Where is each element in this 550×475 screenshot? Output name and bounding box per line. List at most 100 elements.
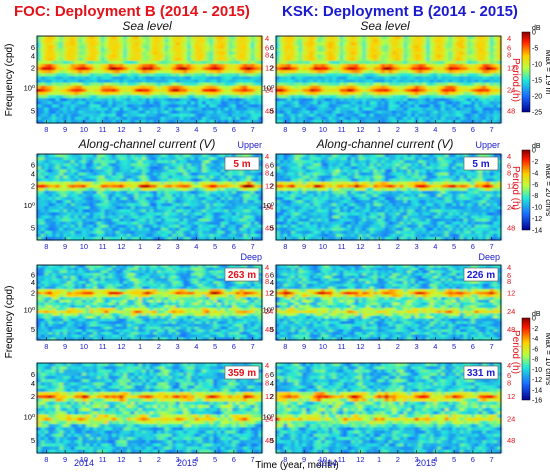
spectrogram-cell: [448, 82, 453, 87]
spectrogram-cell: [149, 110, 154, 115]
spectrogram-cell: [474, 57, 479, 62]
spectrogram-cell: [78, 45, 83, 49]
spectrogram-cell: [437, 107, 442, 111]
spectrogram-cell: [456, 67, 461, 71]
spectrogram-cell: [437, 79, 442, 84]
spectrogram-cell: [347, 91, 352, 96]
spectrogram-cell: [422, 104, 427, 108]
spectrogram-cell: [52, 206, 57, 210]
spectrogram-cell: [142, 104, 147, 108]
spectrogram-cell: [59, 172, 64, 176]
spectrogram-cell: [287, 95, 292, 99]
spectrogram-cell: [407, 107, 412, 111]
spectrogram-cell: [168, 224, 173, 229]
spectrogram-cell: [119, 230, 124, 235]
spectrogram-cell: [388, 85, 393, 90]
spectrogram-cell: [52, 57, 57, 62]
spectrogram-cell: [40, 48, 45, 52]
spectrogram-cell: [220, 70, 225, 74]
spectrogram-cell: [351, 104, 356, 108]
spectrogram-cell: [115, 157, 120, 161]
spectrogram-cell: [441, 51, 446, 56]
spectrogram-cell: [437, 98, 442, 102]
spectrogram-cell: [74, 169, 79, 173]
month-tick-label: 6: [232, 125, 236, 134]
spectrogram-cell: [134, 57, 139, 62]
spectrogram-cell: [217, 212, 222, 216]
spectrogram-cell: [354, 73, 359, 77]
spectrogram-cell: [220, 215, 225, 219]
panel-frame: [36, 35, 263, 124]
spectrogram-cell: [411, 39, 416, 43]
spectrogram-cell: [294, 110, 299, 115]
spectrogram-cell: [40, 230, 45, 235]
spectrogram-cell: [497, 45, 502, 49]
spectrogram-cell: [429, 51, 434, 56]
spectrogram-cell: [164, 70, 169, 74]
spectrogram-cell: [258, 209, 263, 213]
spectrogram-cell: [217, 193, 222, 198]
spectrogram-cell: [369, 51, 374, 56]
spectrogram-cell: [247, 224, 252, 229]
spectrogram-cell: [142, 190, 147, 195]
spectrogram-cell: [123, 73, 128, 77]
spectrogram-cell: [276, 88, 281, 93]
spectrogram-cell: [437, 42, 442, 46]
spectrogram-cell: [119, 212, 124, 216]
spectrogram-cell: [456, 85, 461, 90]
spectrogram-cell: [220, 224, 225, 229]
spectrogram-cell: [366, 101, 371, 105]
spectrogram-cell: [123, 39, 128, 43]
spectrogram-cell: [369, 104, 374, 108]
frequency-tick-label: 5: [270, 106, 274, 115]
spectrogram-cell: [392, 60, 397, 65]
spectrogram-cell: [291, 82, 296, 87]
spectrogram-cell: [422, 107, 427, 111]
spectrogram-cell: [123, 57, 128, 62]
spectrogram-cell: [164, 45, 169, 49]
spectrogram-cell: [422, 42, 427, 46]
frequency-tick-label: 6: [270, 43, 274, 52]
spectrogram-cell: [276, 107, 281, 111]
spectrogram-cell: [328, 51, 333, 56]
spectrogram-cell: [74, 166, 79, 170]
spectrogram-cell: [157, 187, 162, 192]
spectrogram-cell: [179, 51, 184, 56]
spectrogram-cell: [175, 36, 180, 40]
spectrogram-cell: [44, 36, 49, 40]
spectrogram-cell: [339, 116, 344, 121]
spectrogram-cell: [100, 110, 105, 115]
spectrogram-cell: [489, 91, 494, 96]
spectrogram-cell: [478, 36, 483, 40]
spectrogram-cell: [104, 79, 109, 84]
spectrogram-cell: [123, 95, 128, 99]
spectrogram-cell: [164, 193, 169, 198]
spectrogram-cell: [142, 230, 147, 235]
spectrogram-cell: [104, 76, 109, 80]
spectrogram-cell: [202, 154, 207, 158]
spectrogram-cell: [298, 113, 303, 118]
spectrogram-cell: [115, 73, 120, 77]
spectrogram-cell: [183, 98, 188, 102]
spectrogram-cell: [209, 218, 214, 222]
spectrogram-cell: [82, 193, 87, 198]
spectrogram-cell: [224, 57, 229, 62]
spectrogram-cell: [175, 82, 180, 87]
spectrogram-cell: [55, 91, 60, 96]
spectrogram-cell: [258, 42, 263, 46]
spectrogram-cell: [123, 184, 128, 189]
spectrogram-cell: [93, 42, 98, 46]
spectrogram-cell: [168, 166, 173, 170]
spectrogram-cell: [224, 101, 229, 105]
spectrogram-cell: [89, 113, 94, 118]
spectrogram-cell: [459, 110, 464, 115]
spectrogram-cell: [478, 101, 483, 105]
spectrogram-cell: [119, 36, 124, 40]
spectrogram-cell: [313, 104, 318, 108]
spectrogram-cell: [160, 215, 165, 219]
spectrogram-cell: [366, 51, 371, 56]
spectrogram-cell: [52, 178, 57, 183]
spectrogram-cell: [190, 175, 195, 179]
spectrogram-cell: [123, 230, 128, 235]
spectrogram-cell: [97, 215, 102, 219]
